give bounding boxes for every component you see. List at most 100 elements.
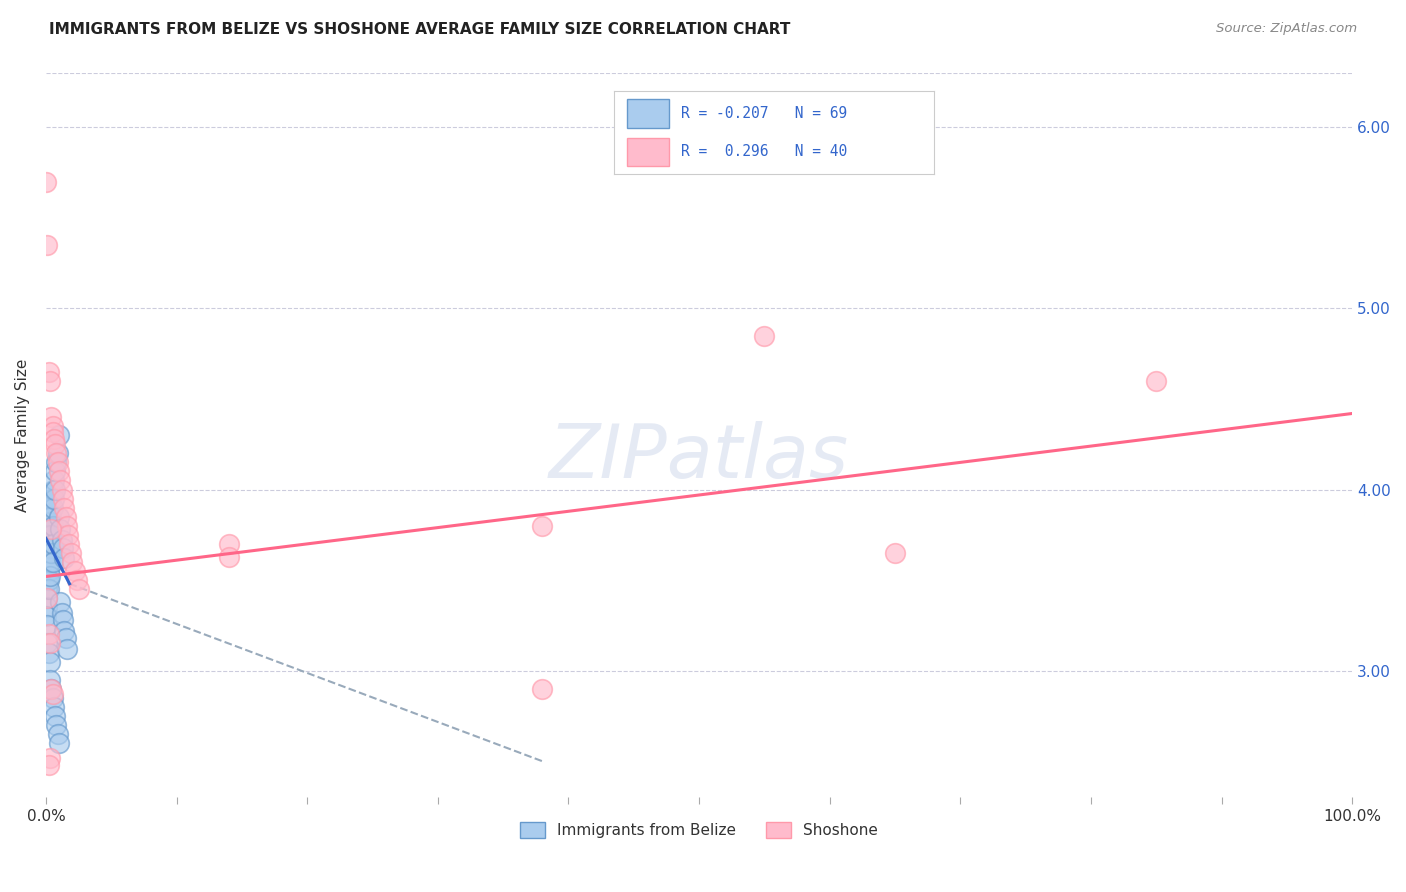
Point bbox=[53, 500, 76, 515]
Point bbox=[41, 425, 63, 439]
Point bbox=[44, 437, 66, 451]
Point bbox=[55, 509, 77, 524]
Point bbox=[51, 606, 73, 620]
Point bbox=[38, 509, 60, 524]
Legend: Immigrants from Belize, Shoshone: Immigrants from Belize, Shoshone bbox=[515, 816, 884, 844]
Point bbox=[58, 537, 80, 551]
Text: ZIPatlas: ZIPatlas bbox=[550, 421, 849, 493]
Point bbox=[37, 546, 59, 560]
Point bbox=[38, 518, 60, 533]
Point bbox=[38, 555, 60, 569]
Point bbox=[38, 757, 60, 772]
Point bbox=[37, 591, 59, 606]
Point bbox=[38, 627, 60, 641]
Point bbox=[38, 528, 60, 542]
Point bbox=[41, 690, 63, 705]
Point bbox=[60, 555, 83, 569]
Point bbox=[38, 573, 60, 587]
Point bbox=[38, 673, 60, 687]
Point bbox=[218, 549, 240, 564]
Point bbox=[37, 591, 59, 606]
Point bbox=[39, 681, 62, 696]
Point bbox=[35, 175, 58, 189]
Point bbox=[39, 491, 62, 506]
Point bbox=[46, 455, 69, 469]
Point bbox=[44, 483, 66, 497]
Point bbox=[41, 555, 63, 569]
Point bbox=[52, 613, 75, 627]
Point bbox=[37, 528, 59, 542]
Point bbox=[1144, 374, 1167, 388]
Point bbox=[41, 483, 63, 497]
Point bbox=[52, 541, 75, 555]
Point bbox=[37, 600, 59, 615]
Point bbox=[531, 681, 554, 696]
Point bbox=[37, 573, 59, 587]
Point bbox=[38, 564, 60, 578]
Point bbox=[42, 491, 65, 506]
Point bbox=[44, 709, 66, 723]
Point bbox=[38, 555, 60, 569]
Point bbox=[42, 699, 65, 714]
Text: IMMIGRANTS FROM BELIZE VS SHOSHONE AVERAGE FAMILY SIZE CORRELATION CHART: IMMIGRANTS FROM BELIZE VS SHOSHONE AVERA… bbox=[49, 22, 790, 37]
Point bbox=[41, 518, 63, 533]
Point bbox=[41, 537, 63, 551]
Point bbox=[56, 528, 79, 542]
Point bbox=[37, 515, 59, 529]
Point bbox=[46, 446, 69, 460]
Point bbox=[754, 328, 776, 343]
Point bbox=[41, 419, 63, 434]
Point bbox=[49, 522, 72, 536]
Point bbox=[37, 618, 59, 632]
Point bbox=[45, 718, 67, 732]
Point bbox=[49, 474, 72, 488]
Point bbox=[38, 546, 60, 560]
Point bbox=[42, 432, 65, 446]
Point bbox=[51, 533, 73, 548]
Point bbox=[49, 595, 72, 609]
Point bbox=[56, 518, 79, 533]
Point bbox=[46, 727, 69, 741]
Point bbox=[67, 582, 90, 596]
Point bbox=[39, 546, 62, 560]
Point bbox=[38, 541, 60, 555]
Point bbox=[41, 500, 63, 515]
Point bbox=[38, 655, 60, 669]
Point bbox=[37, 555, 59, 569]
Point bbox=[35, 541, 58, 555]
Point bbox=[48, 736, 70, 750]
Point bbox=[38, 500, 60, 515]
Point bbox=[35, 533, 58, 548]
Point bbox=[38, 636, 60, 650]
Point bbox=[41, 687, 63, 701]
Point bbox=[218, 537, 240, 551]
Point bbox=[37, 537, 59, 551]
Point bbox=[38, 750, 60, 764]
Point bbox=[38, 515, 60, 529]
Point bbox=[45, 446, 67, 460]
Point bbox=[531, 518, 554, 533]
Point bbox=[45, 455, 67, 469]
Point bbox=[38, 528, 60, 542]
Point bbox=[37, 636, 59, 650]
Point bbox=[38, 569, 60, 583]
Point bbox=[66, 573, 89, 587]
Point bbox=[39, 509, 62, 524]
Point bbox=[884, 546, 907, 560]
Point bbox=[56, 642, 79, 657]
Point bbox=[37, 582, 59, 596]
Point bbox=[37, 522, 59, 536]
Point bbox=[38, 646, 60, 660]
Point bbox=[48, 428, 70, 442]
Point bbox=[59, 546, 82, 560]
Point bbox=[39, 681, 62, 696]
Point bbox=[37, 238, 59, 252]
Point bbox=[39, 410, 62, 425]
Point bbox=[63, 564, 86, 578]
Point bbox=[48, 509, 70, 524]
Point bbox=[38, 582, 60, 596]
Point bbox=[35, 546, 58, 560]
Point bbox=[35, 609, 58, 624]
Point bbox=[51, 483, 73, 497]
Point bbox=[38, 365, 60, 379]
